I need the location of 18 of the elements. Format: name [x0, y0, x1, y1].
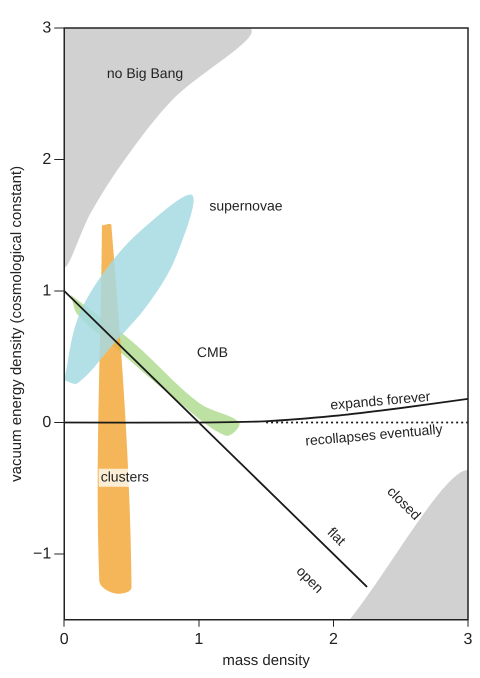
y-tick-label: 1: [42, 282, 52, 300]
annotation: no Big Bang: [106, 65, 184, 82]
y-axis-title: vacuum energy density (cosmological constant): [8, 166, 26, 482]
annotation: CMB: [196, 344, 228, 360]
y-tick-label: 3: [42, 19, 52, 36]
y-tick-label: −1: [32, 545, 52, 562]
x-tick-label: 1: [194, 630, 204, 648]
annotation: expands forever: [330, 388, 432, 413]
annotation: recollapses eventually: [304, 420, 444, 449]
annotation: clusters: [100, 468, 149, 485]
x-axis-title: mass density: [222, 652, 310, 670]
x-tick-label: 0: [60, 630, 69, 648]
x-tick-label: 3: [464, 630, 473, 648]
annotation: flat: [324, 524, 350, 548]
y-tick-label: 2: [42, 150, 52, 168]
annotation: supernovae: [209, 198, 283, 214]
y-tick-label: 0: [42, 414, 52, 431]
x-tick-label: 2: [328, 630, 338, 648]
